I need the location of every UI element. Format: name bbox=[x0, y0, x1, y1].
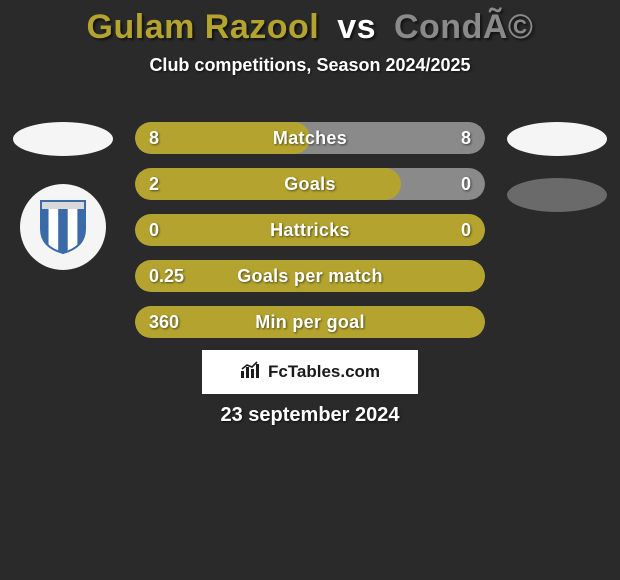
right-player-column bbox=[502, 118, 612, 212]
brand-box[interactable]: FcTables.com bbox=[202, 350, 418, 394]
club-shield-icon bbox=[39, 199, 87, 255]
comparison-card: Gulam Razool vs CondÃ© Club competitions… bbox=[0, 0, 620, 580]
left-club-badge bbox=[20, 184, 106, 270]
stat-label: Matches bbox=[135, 122, 485, 154]
stat-row: 20Goals bbox=[135, 168, 485, 200]
stat-label: Hattricks bbox=[135, 214, 485, 246]
title-vs: vs bbox=[329, 8, 384, 46]
left-player-column bbox=[8, 118, 118, 270]
left-player-avatar bbox=[13, 122, 113, 156]
right-club-placeholder bbox=[507, 178, 607, 212]
stat-rows: 88Matches 20Goals 00Hattricks 0.25Goals per… bbox=[135, 122, 485, 338]
footer-date: 23 september 2024 bbox=[0, 404, 620, 427]
stat-row: 360Min per goal bbox=[135, 306, 485, 338]
title-player-left: Gulam Razool bbox=[87, 8, 320, 46]
subtitle: Club competitions, Season 2024/2025 bbox=[0, 55, 620, 76]
stat-row: 0.25Goals per match bbox=[135, 260, 485, 292]
stat-row: 00Hattricks bbox=[135, 214, 485, 246]
right-player-avatar bbox=[507, 122, 607, 156]
stat-label: Goals bbox=[135, 168, 485, 200]
stat-row: 88Matches bbox=[135, 122, 485, 154]
brand-text: FcTables.com bbox=[268, 362, 380, 382]
brand-chart-icon bbox=[240, 361, 262, 384]
title-player-right: CondÃ© bbox=[394, 8, 533, 46]
page-title: Gulam Razool vs CondÃ© bbox=[0, 0, 620, 47]
stat-label: Goals per match bbox=[135, 260, 485, 292]
stat-label: Min per goal bbox=[135, 306, 485, 338]
